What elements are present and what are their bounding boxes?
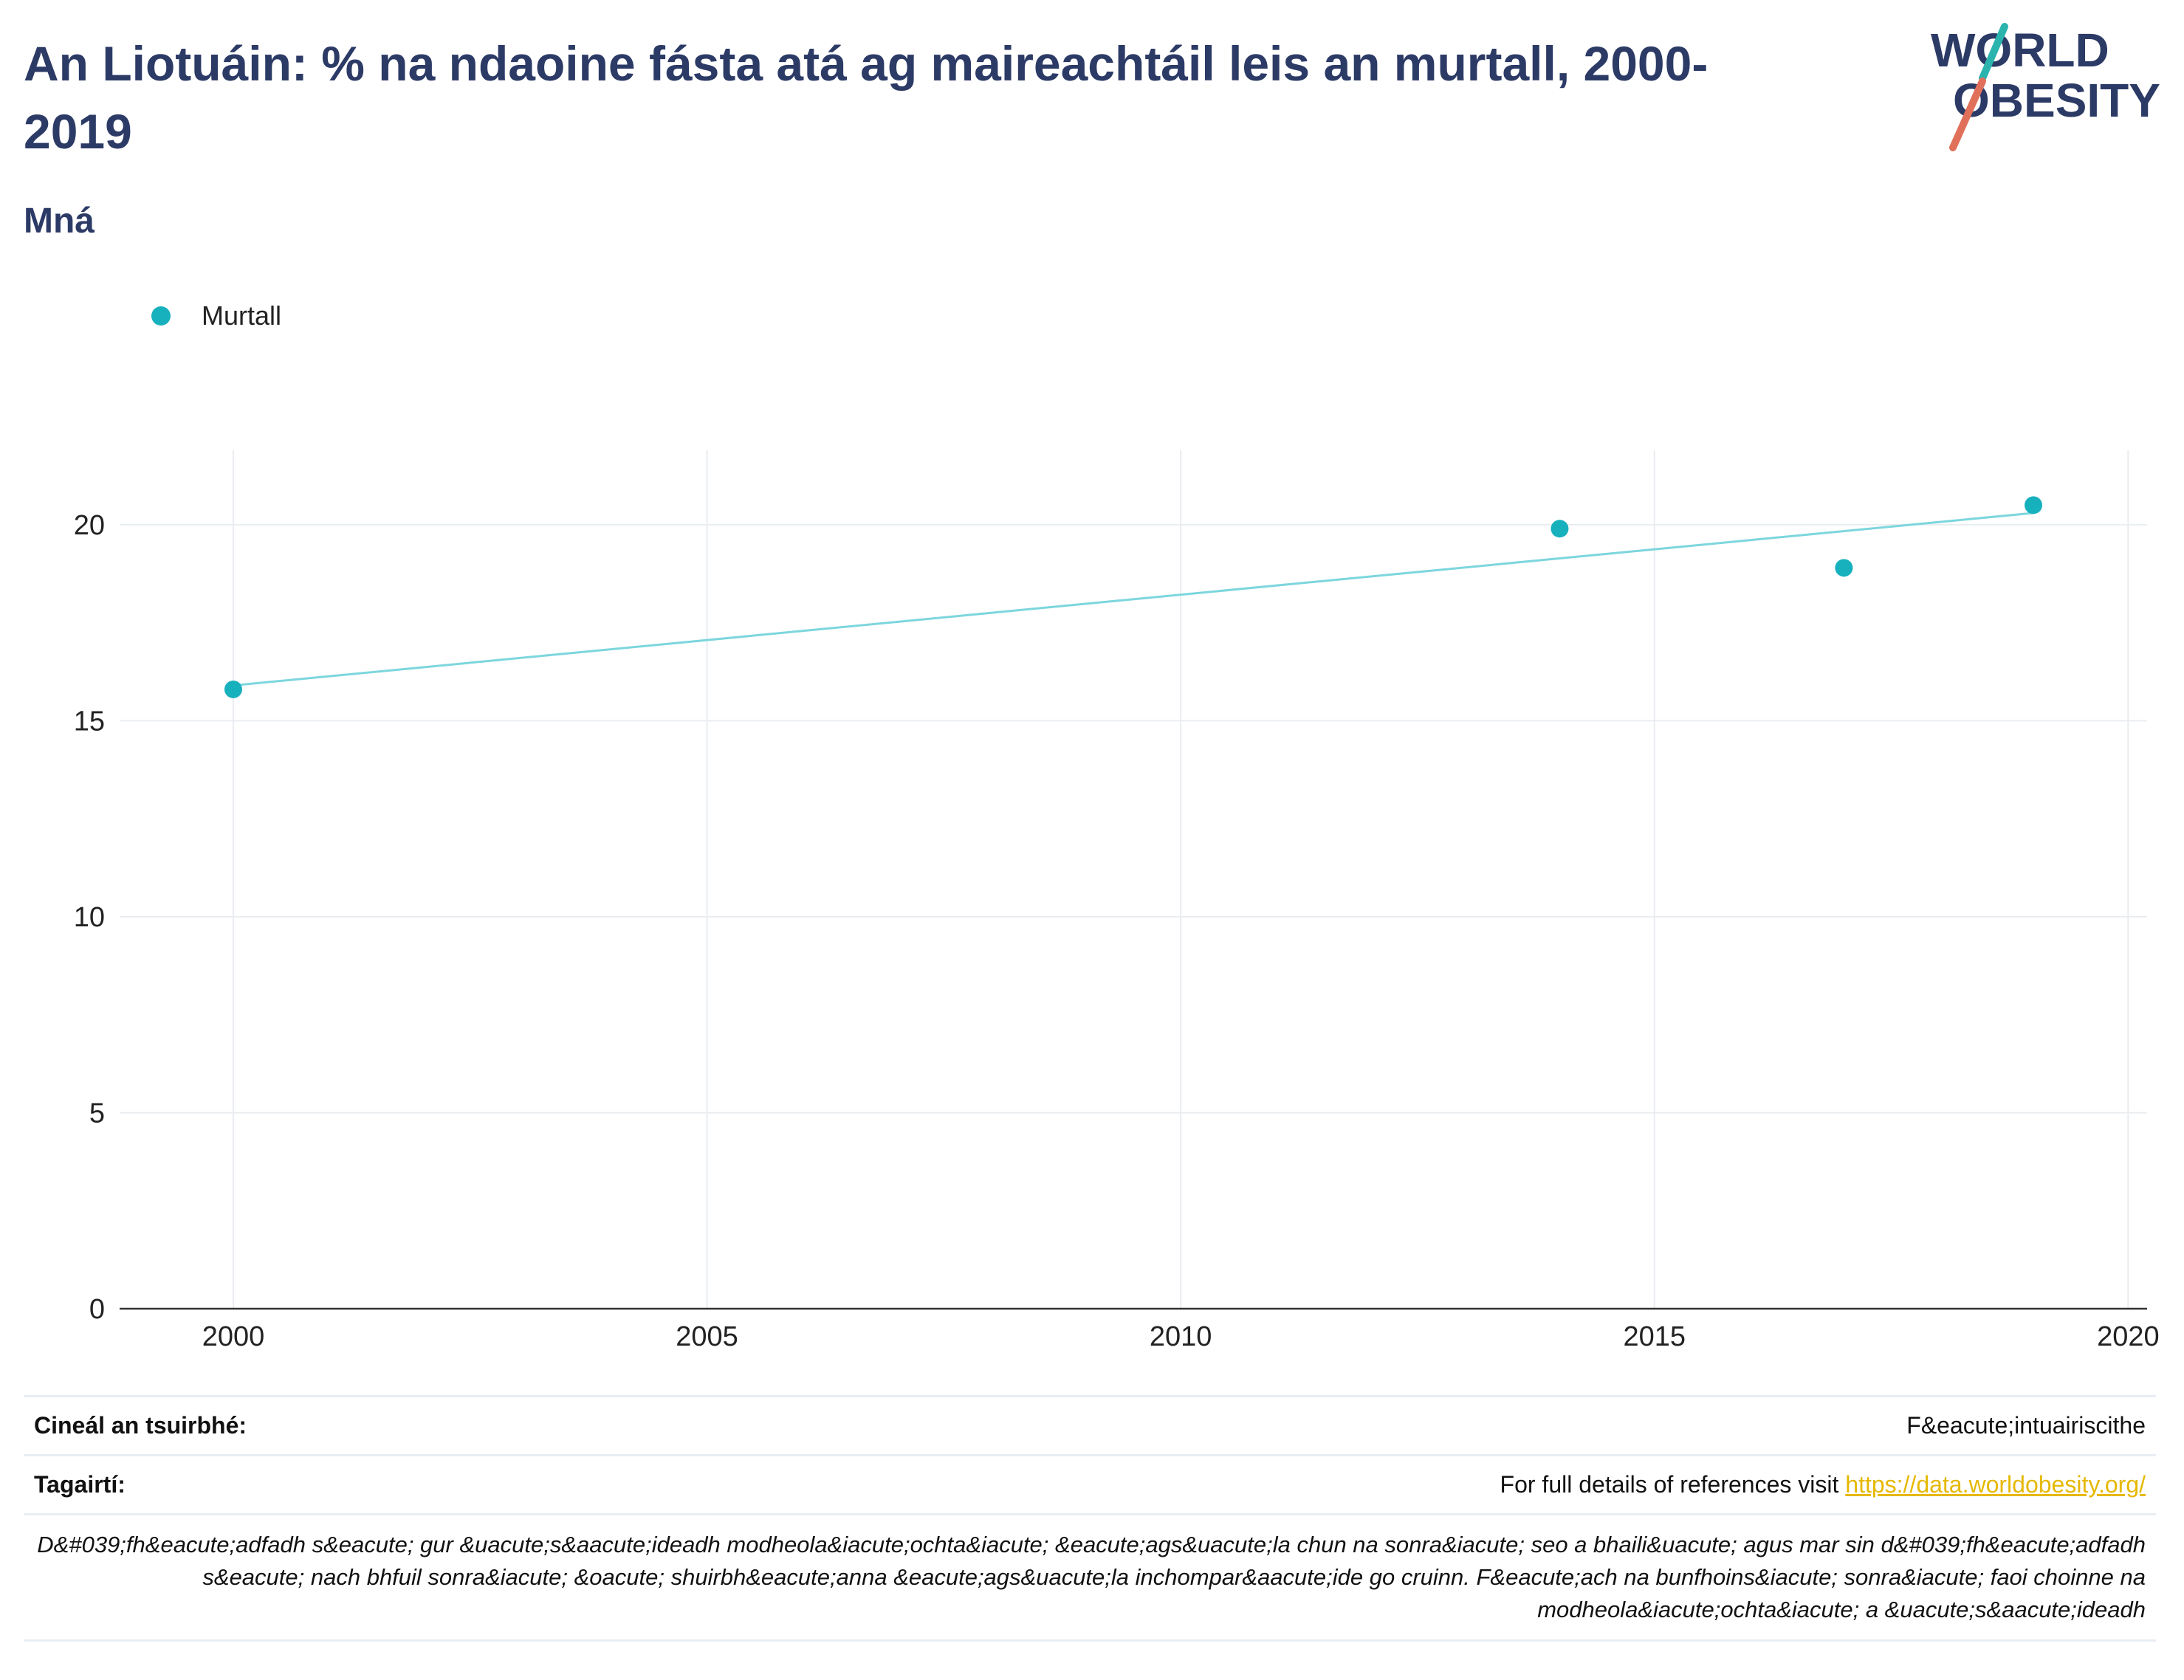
references-value: For full details of references visit htt… bbox=[1500, 1471, 2146, 1498]
legend-marker-icon bbox=[151, 306, 171, 326]
y-tick-label: 0 bbox=[89, 1294, 105, 1325]
info-table: Cineál an tsuirbhé: F&eacute;intuairisci… bbox=[24, 1395, 2156, 1642]
trend-line bbox=[233, 512, 2034, 687]
y-tick-label: 20 bbox=[74, 510, 105, 541]
data-point bbox=[1551, 520, 1569, 538]
references-label: Tagairtí: bbox=[34, 1471, 126, 1498]
scatter-chart: 2000 2005 2010 2015 2020 0 5 10 15 20 bbox=[74, 450, 2160, 1352]
methodology-note: D&#039;fh&eacute;adfadh s&eacute; gur &u… bbox=[24, 1513, 2156, 1642]
references-text: For full details of references visit bbox=[1500, 1471, 1839, 1498]
references-link[interactable]: https://data.worldobesity.org/ bbox=[1845, 1471, 2146, 1498]
chart-legend: Murtall bbox=[151, 295, 281, 337]
y-tick-label: 5 bbox=[89, 1098, 105, 1129]
data-point bbox=[2025, 496, 2043, 514]
logo-word-2: OBESITY bbox=[1953, 74, 2160, 127]
x-tick-label: 2010 bbox=[1150, 1321, 1212, 1352]
survey-type-label: Cineál an tsuirbhé: bbox=[34, 1412, 247, 1439]
chart-title: An Liotuáin: % na ndaoine fásta atá ag m… bbox=[24, 36, 1709, 159]
logo-slash-teal bbox=[1979, 23, 2008, 82]
x-tick-label: 2020 bbox=[2097, 1321, 2160, 1352]
x-tick-label: 2015 bbox=[1623, 1321, 1686, 1352]
y-tick-label: 10 bbox=[74, 902, 105, 933]
y-tick-label: 15 bbox=[74, 706, 105, 737]
data-point bbox=[224, 680, 242, 698]
survey-type-row: Cineál an tsuirbhé: F&eacute;intuairisci… bbox=[24, 1395, 2156, 1454]
world-obesity-logo: WORLD OBESITY bbox=[1931, 23, 2160, 151]
data-point bbox=[1835, 559, 1853, 577]
chart-subtitle: Mná bbox=[24, 202, 95, 241]
x-tick-label: 2005 bbox=[676, 1321, 738, 1352]
survey-type-value: F&eacute;intuairiscithe bbox=[1906, 1412, 2146, 1439]
legend-label: Murtall bbox=[202, 300, 282, 331]
logo-word-1: WORLD bbox=[1931, 24, 2109, 77]
logo-slash-coral bbox=[1949, 78, 1986, 151]
references-row: Tagairtí: For full details of references… bbox=[24, 1454, 2156, 1513]
x-tick-label: 2000 bbox=[202, 1321, 265, 1352]
